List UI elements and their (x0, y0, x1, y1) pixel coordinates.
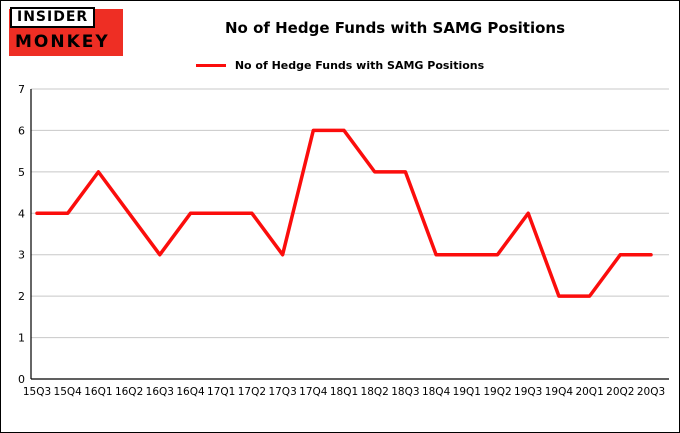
x-tick-label: 16Q2 (115, 386, 143, 398)
legend-label: No of Hedge Funds with SAMG Positions (234, 59, 485, 72)
legend-line-swatch (195, 64, 226, 67)
x-tick-label: 17Q3 (268, 386, 296, 398)
y-tick-label: 3 (18, 249, 25, 262)
x-tick-label: 20Q2 (606, 386, 634, 398)
x-tick-label: 16Q1 (84, 386, 112, 398)
x-tick-label: 18Q2 (361, 386, 389, 398)
y-tick-label: 7 (18, 83, 25, 96)
series-line (35, 128, 653, 298)
x-tick-label: 20Q3 (637, 386, 665, 398)
x-tick-label: 19Q1 (453, 386, 481, 398)
x-tick-label: 20Q1 (575, 386, 603, 398)
x-tick-label: 19Q3 (514, 386, 542, 398)
y-tick-label: 1 (18, 332, 25, 345)
chart-title: No of Hedge Funds with SAMG Positions (224, 19, 565, 37)
x-tick-label: 17Q2 (238, 386, 266, 398)
x-tick-label: 16Q4 (176, 386, 205, 398)
logo-monkey-text: MONKEY (15, 32, 110, 52)
insider-monkey-logo: INSIDER MONKEY (9, 7, 123, 56)
y-tick-label: 4 (18, 207, 25, 220)
y-tick-label: 2 (18, 290, 25, 303)
x-tick-label: 19Q2 (483, 386, 511, 398)
x-tick-label: 16Q3 (146, 386, 174, 398)
x-tick-label: 18Q3 (391, 386, 419, 398)
logo-insider-text: INSIDER (10, 7, 96, 28)
y-tick-label: 5 (18, 166, 25, 179)
x-tick-label: 18Q1 (330, 386, 358, 398)
y-tick-label: 0 (18, 373, 25, 386)
x-tick-label: 19Q4 (545, 386, 574, 398)
x-tick-label: 18Q4 (422, 386, 451, 398)
x-tick-label: 15Q3 (23, 386, 51, 398)
y-tick-label: 6 (18, 124, 25, 137)
x-tick-label: 15Q4 (54, 386, 83, 398)
x-tick-label: 17Q4 (299, 386, 328, 398)
legend: No of Hedge Funds with SAMG Positions (1, 59, 679, 72)
x-tick-label: 17Q1 (207, 386, 235, 398)
